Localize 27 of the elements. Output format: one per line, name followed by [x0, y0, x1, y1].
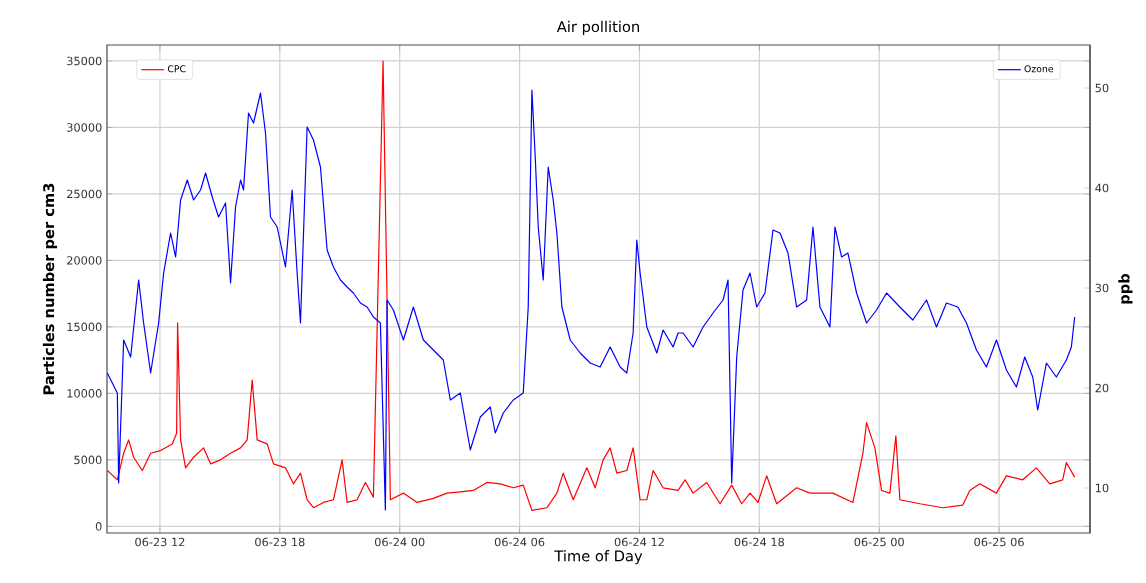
legend-label: CPC — [167, 65, 186, 73]
x-tick-label: 06-23 12 — [135, 537, 185, 547]
y-tick-label: 15000 — [67, 322, 102, 332]
x-tick-label: 06-25 06 — [974, 537, 1024, 547]
y-tick-label: 20000 — [67, 256, 102, 265]
y2-tick-label: 20 — [1095, 383, 1109, 393]
y2-tick-label: 10 — [1095, 483, 1109, 493]
y2-axis-title: ppb — [1118, 273, 1133, 304]
x-tick-label: 06-24 06 — [494, 537, 545, 547]
y-tick-label: 35000 — [67, 56, 102, 66]
x-tick-label: 06-24 18 — [734, 537, 785, 547]
y2-tick-label: 40 — [1095, 183, 1109, 193]
chart-title: Air pollition — [556, 20, 639, 35]
y2-tick-label: 30 — [1095, 283, 1109, 293]
legend-label: Ozone — [1024, 65, 1054, 73]
y-tick-label: 5000 — [74, 455, 102, 465]
y-tick-label: 10000 — [67, 389, 102, 398]
x-tick-label: 06-23 18 — [255, 537, 305, 547]
x-tick-label: 06-25 00 — [854, 537, 904, 547]
y-tick-label: 30000 — [67, 123, 102, 132]
y-axis-title: Particles number per cm3 — [42, 183, 58, 395]
y2-tick-label: 50 — [1095, 83, 1109, 93]
x-tick-label: 06-24 00 — [374, 537, 425, 547]
x-tick-label: 06-24 12 — [614, 537, 664, 547]
y-tick-label: 25000 — [67, 189, 102, 199]
x-axis-title: Time of Day — [554, 550, 643, 565]
y-tick-label: 0 — [95, 522, 102, 531]
